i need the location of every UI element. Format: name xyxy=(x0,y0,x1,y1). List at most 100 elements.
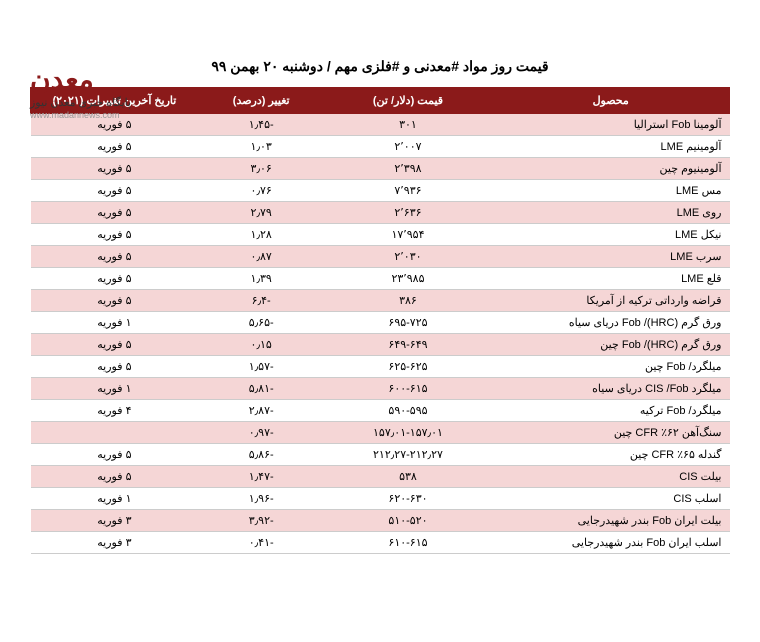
table-cell: آلومینا Fob استرالیا xyxy=(492,114,730,136)
table-cell: -۱٫۵۷ xyxy=(198,356,324,378)
table-cell: ۶۲۰-۶۳۰ xyxy=(324,488,492,510)
table-cell: ۳٫۰۶ xyxy=(198,158,324,180)
table-cell: ۴ فوریه xyxy=(31,400,199,422)
table-row: سنگ‌آهن ۶۲٪ CFR چین۱۵۷٫۰۱-۱۵۷٫۰۱-۰٫۹۷ xyxy=(31,422,730,444)
table-cell: -۶٫۴ xyxy=(198,290,324,312)
table-cell: ۵۱۰-۵۲۰ xyxy=(324,510,492,532)
table-cell: ۶۹۵-۷۲۵ xyxy=(324,312,492,334)
table-cell: ۵ فوریه xyxy=(31,246,199,268)
table-cell: آلومینیم LME xyxy=(492,136,730,158)
table-cell: -۵٫۸۱ xyxy=(198,378,324,400)
col-header-change: تغییر (درصد) xyxy=(198,88,324,114)
logo-subtitle: پایگاه خبری معدن نیوز xyxy=(30,96,131,109)
col-header-product: محصول xyxy=(492,88,730,114)
table-row: اسلب CIS۶۲۰-۶۳۰-۱٫۹۶۱ فوریه xyxy=(31,488,730,510)
table-cell: ۵ فوریه xyxy=(31,334,199,356)
table-cell: روی LME xyxy=(492,202,730,224)
table-row: میلگرد/ Fob ترکیه۵۹۰-۵۹۵-۲٫۸۷۴ فوریه xyxy=(31,400,730,422)
table-row: نیکل LME۱۷٬۹۵۴۱٫۲۸۵ فوریه xyxy=(31,224,730,246)
table-cell: ۲٬۰۳۰ xyxy=(324,246,492,268)
table-row: بیلت ایران Fob بندر شهیدرجایی۵۱۰-۵۲۰-۳٫۹… xyxy=(31,510,730,532)
table-row: ورق گرم (HRC)/ Fob دریای سیاه۶۹۵-۷۲۵-۵٫۶… xyxy=(31,312,730,334)
table-header-row: محصول قیمت (دلار/ تن) تغییر (درصد) تاریخ… xyxy=(31,88,730,114)
table-cell: قلع LME xyxy=(492,268,730,290)
table-cell: ورق گرم (HRC)/ Fob چین xyxy=(492,334,730,356)
table-cell: قراضه وارداتی ترکیه از آمریکا xyxy=(492,290,730,312)
table-cell: ۱۵۷٫۰۱-۱۵۷٫۰۱ xyxy=(324,422,492,444)
table-cell: ۲۳٬۹۸۵ xyxy=(324,268,492,290)
table-cell: ۳۰۱ xyxy=(324,114,492,136)
table-cell: -۱٫۹۶ xyxy=(198,488,324,510)
table-cell: ۲۱۲٫۲۷-۲۱۲٫۲۷ xyxy=(324,444,492,466)
table-cell: ۵ فوریه xyxy=(31,356,199,378)
table-cell: ۱ فوریه xyxy=(31,312,199,334)
table-cell: ۳ فوریه xyxy=(31,510,199,532)
table-cell: سنگ‌آهن ۶۲٪ CFR چین xyxy=(492,422,730,444)
logo-url: www.madannews.com xyxy=(30,110,131,120)
table-row: روی LME۲٬۶۳۶۲٫۷۹۵ فوریه xyxy=(31,202,730,224)
table-cell: ۵ فوریه xyxy=(31,180,199,202)
table-cell: ۵ فوریه xyxy=(31,268,199,290)
table-cell: میلگرد CIS /Fob دریای سیاه xyxy=(492,378,730,400)
table-cell: بیلت CIS xyxy=(492,466,730,488)
table-cell: ۱٫۲۸ xyxy=(198,224,324,246)
table-cell: بیلت ایران Fob بندر شهیدرجایی xyxy=(492,510,730,532)
table-cell: ۶۲۵-۶۲۵ xyxy=(324,356,492,378)
table-cell: ۱ فوریه xyxy=(31,488,199,510)
table-cell: ۰٫۱۵ xyxy=(198,334,324,356)
table-cell: ۵۳۸ xyxy=(324,466,492,488)
table-row: میلگرد CIS /Fob دریای سیاه۶۰۰-۶۱۵-۵٫۸۱۱ … xyxy=(31,378,730,400)
table-cell: ۱۷٬۹۵۴ xyxy=(324,224,492,246)
logo-brand: معدن xyxy=(30,66,131,94)
table-cell: ۶۴۹-۶۴۹ xyxy=(324,334,492,356)
table-cell: ۲٬۳۹۸ xyxy=(324,158,492,180)
table-cell: ۰٫۸۷ xyxy=(198,246,324,268)
price-table-wrap: محصول قیمت (دلار/ تن) تغییر (درصد) تاریخ… xyxy=(0,87,760,554)
table-cell: ۲٬۶۳۶ xyxy=(324,202,492,224)
table-cell: ۵ فوریه xyxy=(31,290,199,312)
table-row: اسلب ایران Fob بندر شهیدرجایی۶۱۰-۶۱۵-۰٫۴… xyxy=(31,532,730,554)
table-cell: ۵ فوریه xyxy=(31,466,199,488)
table-cell: ۲٬۰۰۷ xyxy=(324,136,492,158)
table-row: آلومینیوم چین۲٬۳۹۸۳٫۰۶۵ فوریه xyxy=(31,158,730,180)
table-cell: -۲٫۸۷ xyxy=(198,400,324,422)
table-cell: ۵ فوریه xyxy=(31,136,199,158)
table-row: ورق گرم (HRC)/ Fob چین۶۴۹-۶۴۹۰٫۱۵۵ فوریه xyxy=(31,334,730,356)
table-cell: مس LME xyxy=(492,180,730,202)
table-cell: ۰٫۷۶ xyxy=(198,180,324,202)
table-cell: ۶۱۰-۶۱۵ xyxy=(324,532,492,554)
table-cell: -۱٫۴۷ xyxy=(198,466,324,488)
table-row: سرب LME۲٬۰۳۰۰٫۸۷۵ فوریه xyxy=(31,246,730,268)
table-cell: اسلب CIS xyxy=(492,488,730,510)
table-row: قراضه وارداتی ترکیه از آمریکا۳۸۶-۶٫۴۵ فو… xyxy=(31,290,730,312)
table-cell: -۳٫۹۲ xyxy=(198,510,324,532)
table-cell: میلگرد/ Fob ترکیه xyxy=(492,400,730,422)
table-cell: -۵٫۸۶ xyxy=(198,444,324,466)
table-cell: ۵ فوریه xyxy=(31,202,199,224)
table-row: بیلت CIS۵۳۸-۱٫۴۷۵ فوریه xyxy=(31,466,730,488)
table-cell: میلگرد/ Fob چین xyxy=(492,356,730,378)
table-cell: سرب LME xyxy=(492,246,730,268)
table-row: آلومینا Fob استرالیا۳۰۱-۱٫۴۵۵ فوریه xyxy=(31,114,730,136)
table-cell: آلومینیوم چین xyxy=(492,158,730,180)
table-cell xyxy=(31,422,199,444)
table-cell: ۳۸۶ xyxy=(324,290,492,312)
table-cell: ۵ فوریه xyxy=(31,158,199,180)
table-cell: گندله ۶۵٪ CFR چین xyxy=(492,444,730,466)
table-cell: ۷٬۹۳۶ xyxy=(324,180,492,202)
table-row: آلومینیم LME۲٬۰۰۷۱٫۰۳۵ فوریه xyxy=(31,136,730,158)
table-cell: ۶۰۰-۶۱۵ xyxy=(324,378,492,400)
table-row: مس LME۷٬۹۳۶۰٫۷۶۵ فوریه xyxy=(31,180,730,202)
table-cell: -۰٫۹۷ xyxy=(198,422,324,444)
table-cell: -۵٫۶۵ xyxy=(198,312,324,334)
col-header-price: قیمت (دلار/ تن) xyxy=(324,88,492,114)
table-cell: ۱٫۰۳ xyxy=(198,136,324,158)
table-cell: -۰٫۴۱ xyxy=(198,532,324,554)
table-cell: ۵ فوریه xyxy=(31,224,199,246)
site-logo: معدن پایگاه خبری معدن نیوز www.madannews… xyxy=(30,66,131,120)
table-row: قلع LME۲۳٬۹۸۵۱٫۳۹۵ فوریه xyxy=(31,268,730,290)
table-cell: اسلب ایران Fob بندر شهیدرجایی xyxy=(492,532,730,554)
price-table: محصول قیمت (دلار/ تن) تغییر (درصد) تاریخ… xyxy=(30,87,730,554)
table-cell: ۵۹۰-۵۹۵ xyxy=(324,400,492,422)
table-row: گندله ۶۵٪ CFR چین۲۱۲٫۲۷-۲۱۲٫۲۷-۵٫۸۶۵ فور… xyxy=(31,444,730,466)
